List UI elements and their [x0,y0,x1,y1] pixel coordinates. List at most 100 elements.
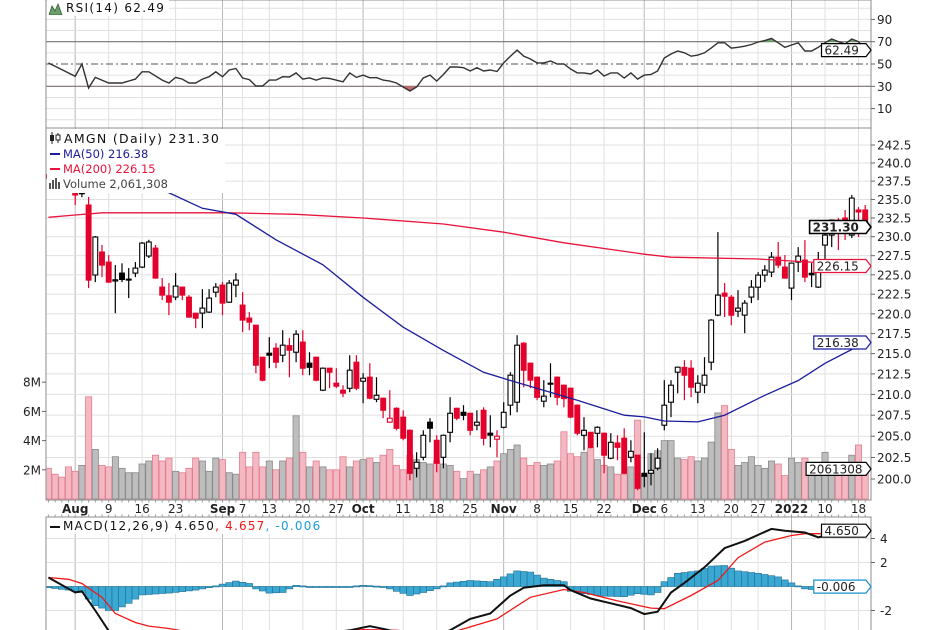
volume-bar [392,464,400,500]
candle [400,410,407,441]
candle [313,356,320,382]
volume-bar [794,462,802,500]
x-axis-day-label: 15 [563,502,578,516]
x-axis-day-label: 16 [134,502,149,516]
volume-bar [326,469,334,500]
macd-panel-frame [45,516,872,630]
price-axis-label: 225.0 [877,268,911,282]
macd-histogram-bar [593,586,601,596]
volume-bar [165,457,173,500]
volume-bar [51,473,59,500]
candlesticks [46,170,869,491]
candle-body [413,461,420,469]
price-axis-label: 237.5 [877,175,911,189]
x-axis-month-label: Nov [491,502,517,516]
candle [266,337,273,369]
candle-body [621,437,628,474]
volume-bar [781,475,789,500]
macd-histogram-bar [466,580,474,587]
rsi-axis-label: 30 [877,80,892,94]
candle-body [634,454,641,489]
macd-histogram-bar [667,577,675,587]
volume-bar [547,463,555,500]
macd-signal-line [48,529,866,630]
price-axis-label: 202.5 [877,451,911,465]
macd-legend-signal: , 4.657 [215,519,266,533]
volume-icon-bar [55,178,57,189]
candle [252,324,259,374]
volume-bar [734,464,742,500]
macd-histogram-bar [513,570,521,587]
macd-histogram-bar [747,572,755,587]
candle-body [232,279,239,286]
candle-body [473,421,480,426]
x-axis-month-label: Aug [62,502,88,516]
candle-body [105,261,112,283]
macd-histogram-bar [633,586,642,594]
candle-body [514,344,521,403]
rsi-axis-label: 90 [877,13,892,27]
candle-body [507,374,514,406]
candle [581,417,587,451]
macd-histogram-bar [198,586,206,590]
volume-bar [761,467,769,500]
ma50-line-swatch [50,152,60,155]
volume-bar [359,459,367,500]
volume-bar [466,470,474,500]
volume-bar [560,431,568,500]
candlestick-icon-body [50,135,54,141]
volume-icon-bar [49,183,51,189]
candle-body [467,412,474,431]
volume-bar [131,472,139,500]
candle [306,352,313,376]
candle [554,376,561,406]
candle-body [373,394,380,400]
macd-histogram-bar [727,567,735,587]
candle-body [480,409,487,439]
volume-bar [111,456,119,500]
macd-histogram-bar [600,586,608,597]
candle [480,407,487,446]
macd-histogram-bar [292,584,300,587]
volume-bar [319,466,327,500]
x-axis-day-label: 20 [295,502,310,516]
candle [621,428,628,474]
candle-body [440,434,447,458]
candle-body [286,345,293,351]
macd-histogram-bar [473,580,481,587]
candle [152,245,159,279]
candle-body [366,376,373,399]
volume-bar [78,464,86,500]
candle [540,380,547,408]
macd-histogram-bar [493,578,501,587]
x-axis-day-label: 23 [168,502,183,516]
candle-body [714,294,721,316]
candle [467,412,474,436]
price-axis-label: 220.0 [877,307,911,321]
candle-body [494,435,500,440]
volume-value-tag-box [805,461,872,476]
macd-histogram-bar [178,586,186,592]
price-axis-label: 222.5 [877,288,911,302]
candle [92,236,99,283]
candle-body [152,247,159,279]
volume-bar [259,466,267,500]
macd-axis-label: -2 [880,604,892,618]
candle [708,319,715,371]
x-axis-day-label: 8 [533,502,541,516]
price-axis-label: 230.0 [877,230,911,244]
mountain-chart-icon [49,2,63,15]
macd-histogram-bar [185,586,193,592]
macd-histogram-bar [232,580,240,587]
macd-histogram-bar [439,585,448,588]
volume-bar [279,460,287,500]
macd-histogram-bar [359,584,367,587]
volume-bar [493,460,501,500]
candle [99,245,105,278]
candle-body [340,389,346,394]
candle-body [145,241,152,257]
value-tags: 62.49 231.30 226.15 216.38 2061308 4.650 -0.00… [805,43,873,594]
volume-bar [312,460,320,500]
candlestick-icon-body [55,134,61,141]
candle-body [273,347,279,363]
